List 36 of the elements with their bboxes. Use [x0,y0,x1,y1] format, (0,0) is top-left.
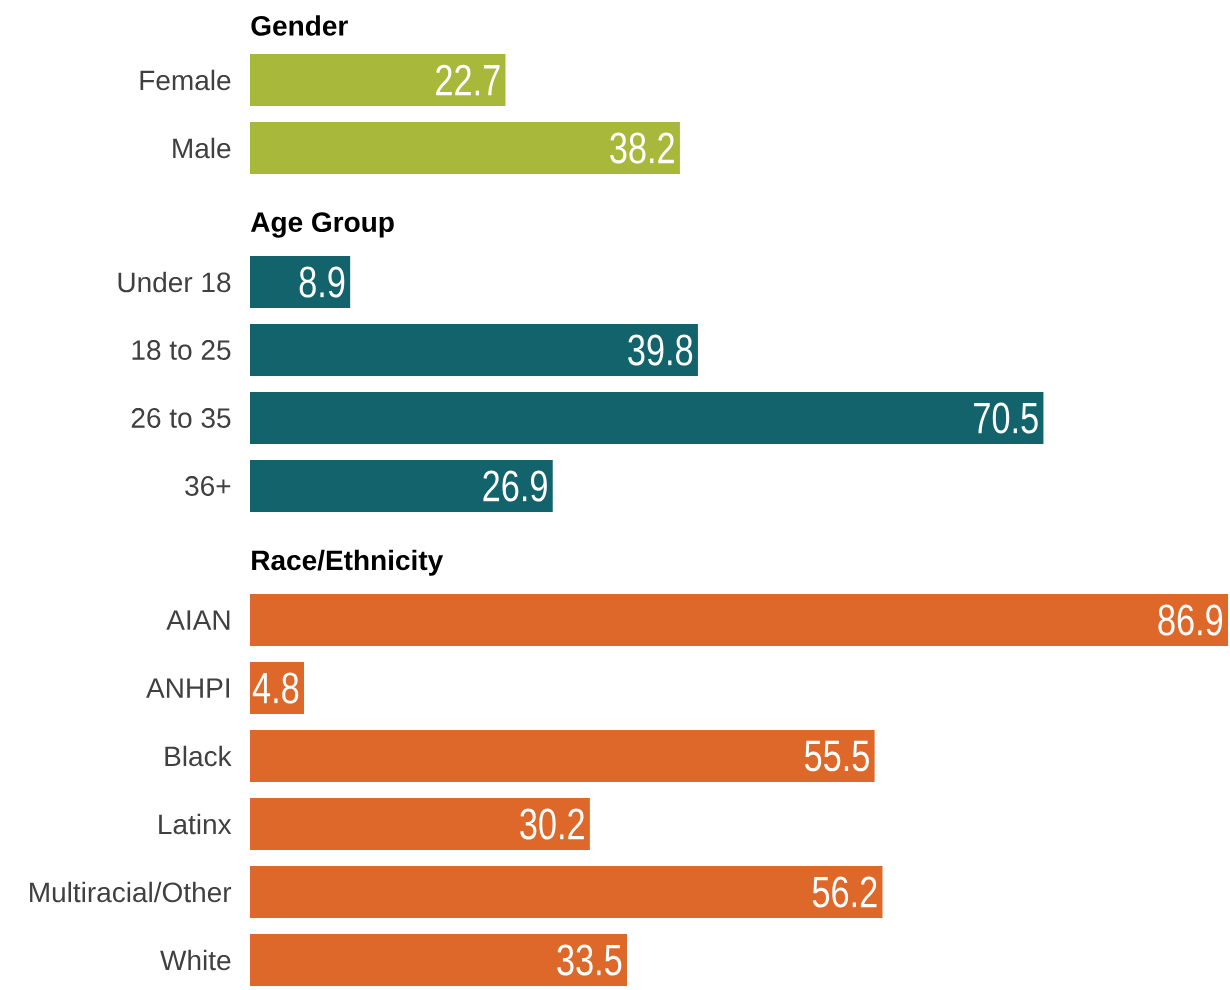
bar [250,594,1229,647]
y-tick-label: Female [140,69,231,91]
y-tick-label: Multiracial/Other [30,881,232,903]
y-tick-label: 26 to 35 [131,408,231,428]
data-label: 4.8 [252,672,299,704]
chart-title: Age Group [250,212,394,238]
y-tick-label: 36+ [185,476,231,496]
y-tick-label: Under 18 [118,271,231,293]
y-tick-label: Latinx [159,813,232,835]
chart-title: Race/Ethnicity [252,549,444,576]
y-tick-label: ANHPI [146,678,229,698]
bar [250,256,351,309]
y-tick-label: 18 to 25 [132,340,231,360]
data-label: 33.5 [557,944,622,976]
bar [250,460,553,513]
bar [250,730,875,783]
data-label: 55.5 [804,740,869,772]
y-tick-label: Male [173,137,231,159]
data-label: 22.7 [436,64,500,96]
data-label: 26.9 [483,470,547,502]
data-label: 70.5 [974,402,1038,434]
bar [250,324,698,377]
bar [250,798,590,851]
data-label: 56.2 [812,876,877,908]
y-tick-label: Black [165,745,232,767]
bar [250,392,1044,445]
data-label: 39.8 [628,334,693,366]
chart-title: Gender [251,15,348,36]
data-label: 30.2 [520,808,584,840]
data-label: 86.9 [1158,604,1223,636]
data-label: 38.2 [610,132,674,164]
data-label: 8.9 [299,266,345,298]
bar [250,866,883,919]
bar [250,934,628,987]
y-tick-label: AIAN [166,610,230,630]
y-tick-label: White [160,949,231,971]
